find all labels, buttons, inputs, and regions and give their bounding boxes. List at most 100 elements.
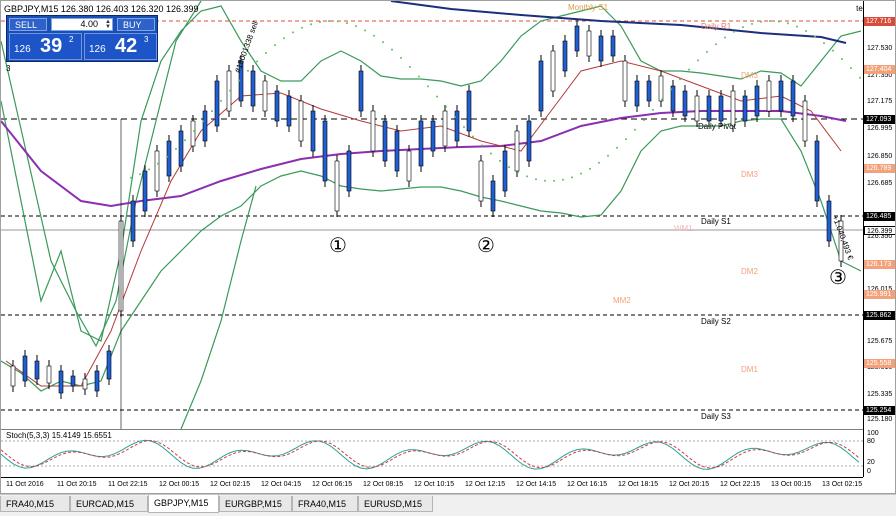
stoch-main-line [1, 439, 860, 470]
sar-dot [634, 128, 636, 131]
sar-dot [841, 58, 843, 61]
candle-body [226, 70, 232, 112]
candle-body [310, 110, 316, 152]
stoch-axis-20: 20 [867, 459, 875, 466]
candle-body [766, 80, 772, 112]
candle-body [622, 60, 628, 102]
chart-tab[interactable]: EURGBP,M15 [219, 496, 292, 512]
candle-body [826, 200, 832, 242]
sar-dot [679, 78, 681, 81]
candle-body [574, 25, 580, 52]
candle-body [586, 30, 592, 57]
price-chart[interactable] [1, 1, 863, 429]
candle-body [670, 85, 676, 112]
daily-pivot-label: Daily Pivot [698, 122, 736, 131]
candle-body [94, 370, 100, 392]
time-tick-label: 11 Oct 2016 [6, 481, 44, 488]
sar-dot [562, 178, 564, 181]
chart-tab[interactable]: GBPJPY,M15 [148, 495, 219, 513]
sell-button[interactable]: SELL [9, 18, 47, 31]
sar-dot [229, 89, 231, 92]
sar-dot [517, 171, 519, 174]
sar-dot [571, 176, 573, 179]
candle-body [58, 370, 64, 394]
chart-tab[interactable]: FRA40,M15 [0, 496, 70, 512]
candle-body [478, 160, 484, 202]
candle-body [418, 120, 424, 167]
chart-tab[interactable]: EURCAD,M15 [70, 496, 148, 512]
sar-dot [499, 159, 501, 162]
candle-body [322, 120, 328, 182]
daily-s3-label: Daily S3 [701, 412, 731, 421]
candle-body [214, 80, 220, 127]
sar-dot [238, 79, 240, 82]
stoch-signal-line [1, 439, 860, 469]
price-level-box: 126.789 [864, 164, 895, 173]
sell-price-button[interactable]: 126 39 2 [9, 33, 82, 60]
sar-dot [544, 179, 546, 182]
chart-tab[interactable]: EURUSD,M15 [358, 496, 433, 512]
buy-button[interactable]: BUY [117, 18, 155, 31]
price-tick-label: 127.530 [867, 45, 893, 52]
price-level-box: 125.862 [864, 311, 895, 320]
sar-dot [661, 98, 663, 101]
candle-body [778, 80, 784, 112]
sar-dot [157, 162, 159, 165]
candle-body [46, 365, 52, 384]
candle-body [718, 95, 724, 122]
price-axis[interactable]: 127.685127.530127.350127.175126.995126.8… [863, 1, 895, 429]
sar-dot [535, 178, 537, 181]
time-tick-label: 12 Oct 16:15 [567, 481, 608, 488]
sar-dot [418, 75, 420, 78]
sar-dot [850, 67, 852, 70]
daily-r1-label: Daily R1 [701, 22, 732, 31]
sar-dot [832, 49, 834, 52]
chart-window[interactable]: GBPJPY,M15 126.380 126.403 126.320 126.3… [0, 0, 896, 494]
lot-size-input[interactable]: 4.00 ▲ ▼ [51, 18, 113, 31]
dm2-label: DM2 [741, 267, 758, 276]
candle-body [298, 100, 304, 142]
candle-body [286, 95, 292, 127]
sar-dot [652, 108, 654, 111]
time-tick-label: 12 Oct 18:15 [618, 481, 659, 488]
candle-body [202, 110, 208, 142]
candle-body [694, 95, 700, 122]
monthly-s1-label: Monthly S1 [568, 3, 609, 12]
price-level-box: 125.254 [864, 406, 895, 415]
time-axis[interactable]: 11 Oct 2016 11 Oct 20:15 11 Oct 22:15 12 Oc… [1, 477, 863, 493]
candle-body [406, 150, 412, 182]
sar-dot [166, 155, 168, 158]
sar-dot [130, 176, 132, 179]
sar-dot [220, 99, 222, 102]
candle-body [334, 160, 340, 212]
candle-body [274, 90, 280, 122]
candle-body [802, 100, 808, 142]
sar-dot [733, 30, 735, 33]
candle-body [394, 130, 400, 172]
sar-dot [175, 147, 177, 150]
chart-tab[interactable]: FRA40,M15 [292, 496, 358, 512]
price-level-box: 125.558 [864, 359, 895, 368]
candle-body [610, 35, 616, 57]
sar-dot [265, 51, 267, 54]
moving-average-navy [390, 1, 847, 44]
time-tick-label: 12 Oct 06:15 [312, 481, 353, 488]
sar-dot [400, 56, 402, 59]
candle-body [562, 40, 568, 72]
sar-dot [607, 154, 609, 157]
lot-value: 4.00 [80, 19, 98, 29]
spin-arrows-icon[interactable]: ▲ ▼ [105, 19, 111, 30]
sar-dot [598, 161, 600, 164]
buy-price-main: 42 [115, 35, 138, 57]
price-tick-label: 127.175 [867, 98, 893, 105]
buy-price-button[interactable]: 126 42 3 [84, 33, 157, 60]
stochastic-axis: 100 80 20 0 [863, 429, 895, 477]
bollinger-upper [1, 5, 862, 342]
stochastic-subwindow[interactable] [1, 429, 863, 478]
price-tick-label: 125.675 [867, 338, 893, 345]
time-tick-label: 12 Oct 10:15 [414, 481, 455, 488]
price-tick-label: 126.995 [867, 125, 893, 132]
sar-dot [805, 29, 807, 32]
sar-dot [319, 20, 321, 23]
candle-body [22, 355, 28, 382]
